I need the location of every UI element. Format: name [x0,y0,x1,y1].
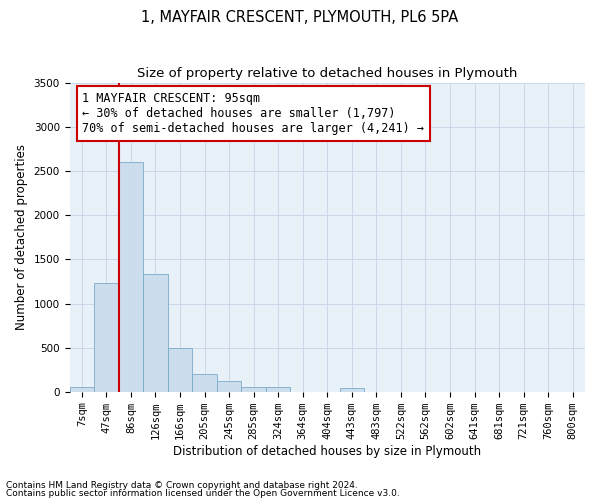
Bar [94,283,119,392]
Text: Contains HM Land Registry data © Crown copyright and database right 2024.: Contains HM Land Registry data © Crown c… [6,481,358,490]
Text: Contains public sector information licensed under the Open Government Licence v3: Contains public sector information licen… [6,488,400,498]
Bar [266,388,290,392]
Text: 1, MAYFAIR CRESCENT, PLYMOUTH, PL6 5PA: 1, MAYFAIR CRESCENT, PLYMOUTH, PL6 5PA [142,10,458,25]
Bar [217,381,241,392]
Title: Size of property relative to detached houses in Plymouth: Size of property relative to detached ho… [137,68,517,80]
X-axis label: Distribution of detached houses by size in Plymouth: Distribution of detached houses by size … [173,444,481,458]
Bar [340,388,364,392]
Bar [119,162,143,392]
Bar [70,388,94,392]
Bar [168,348,192,392]
Text: 1 MAYFAIR CRESCENT: 95sqm
← 30% of detached houses are smaller (1,797)
70% of se: 1 MAYFAIR CRESCENT: 95sqm ← 30% of detac… [82,92,424,136]
Bar [241,388,266,392]
Bar [143,274,168,392]
Bar [192,374,217,392]
Y-axis label: Number of detached properties: Number of detached properties [15,144,28,330]
